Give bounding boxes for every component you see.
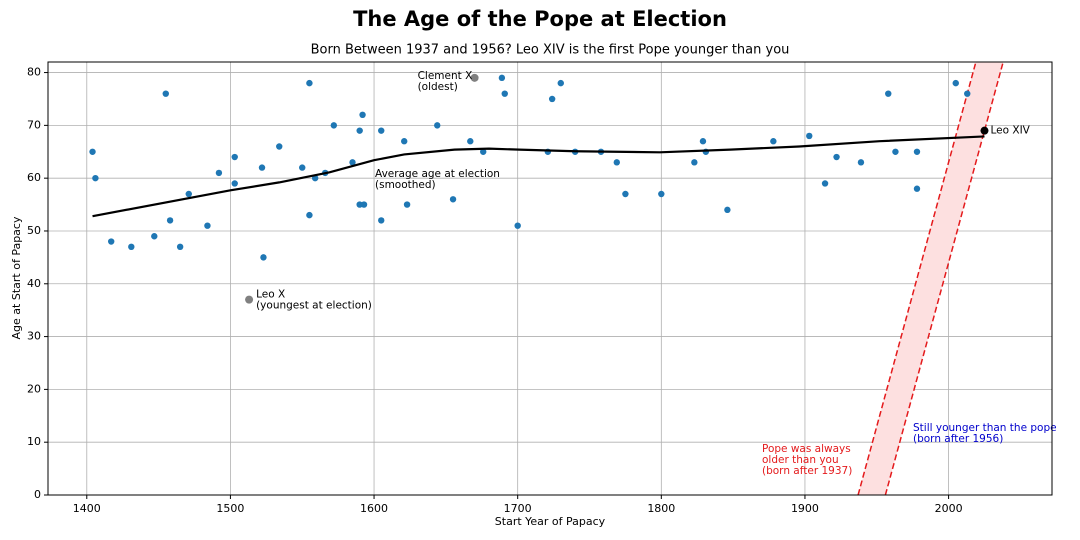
point xyxy=(92,174,99,182)
point xyxy=(806,132,813,140)
point xyxy=(356,127,363,134)
point xyxy=(449,196,457,203)
point xyxy=(260,254,267,261)
annotation: Clement X xyxy=(418,70,473,82)
y-tick-label: 30 xyxy=(27,330,41,343)
point xyxy=(151,233,158,240)
point xyxy=(622,190,629,198)
birth-line xyxy=(857,62,977,495)
point xyxy=(467,138,474,145)
point xyxy=(162,90,169,97)
point xyxy=(204,222,211,229)
point xyxy=(107,238,115,245)
point xyxy=(349,159,356,166)
point xyxy=(401,138,408,145)
x-tick-label: 1700 xyxy=(504,502,532,515)
x-axis-label: Start Year of Papacy xyxy=(495,515,606,528)
point xyxy=(964,90,971,97)
y-tick-label: 40 xyxy=(27,277,41,290)
point xyxy=(299,164,306,171)
point xyxy=(231,153,238,161)
annotation: (smoothed) xyxy=(375,179,436,191)
point xyxy=(770,138,777,145)
point xyxy=(378,217,385,224)
annotation: Still younger than the pope xyxy=(913,422,1057,434)
point xyxy=(276,143,283,150)
point xyxy=(378,127,385,134)
annotation: (youngest at election) xyxy=(256,300,372,312)
y-tick-label: 60 xyxy=(27,171,41,184)
y-tick-label: 10 xyxy=(27,435,41,448)
point xyxy=(306,211,313,219)
band xyxy=(858,62,1004,495)
point xyxy=(185,190,192,198)
point xyxy=(821,180,829,187)
chart-subtitle: Born Between 1937 and 1956? Leo XIV is t… xyxy=(311,43,790,58)
annotation: Average age at election xyxy=(375,168,500,180)
point xyxy=(557,79,564,87)
x-tick-label: 1900 xyxy=(791,502,819,515)
point xyxy=(480,148,487,155)
point xyxy=(403,201,411,208)
x-tick-label: 2000 xyxy=(935,502,963,515)
point xyxy=(833,153,840,161)
point xyxy=(724,206,731,214)
y-tick-label: 80 xyxy=(27,66,41,79)
point xyxy=(360,201,368,208)
point xyxy=(330,122,338,129)
highlight-point xyxy=(470,73,479,82)
point xyxy=(231,180,238,187)
point xyxy=(258,164,266,171)
point xyxy=(613,159,620,166)
y-tick-label: 50 xyxy=(27,224,41,237)
annotation: Leo XIV xyxy=(990,125,1030,137)
y-tick-label: 20 xyxy=(27,382,41,395)
point xyxy=(514,222,521,229)
highlight-point xyxy=(980,126,989,135)
point xyxy=(952,79,959,87)
point xyxy=(699,138,707,145)
point xyxy=(166,217,174,224)
y-axis-label: Age at Start of Papacy xyxy=(10,216,23,339)
annotation: Leo X xyxy=(256,289,285,301)
point xyxy=(306,79,313,87)
point xyxy=(434,122,441,129)
annotation: older than you xyxy=(762,454,839,466)
point xyxy=(128,243,135,251)
point xyxy=(913,185,921,192)
x-tick-label: 1600 xyxy=(360,502,388,515)
point xyxy=(691,159,698,166)
plot-area xyxy=(89,62,1004,495)
point xyxy=(885,90,892,97)
smoothed-line xyxy=(92,135,985,218)
highlight-point xyxy=(245,295,254,304)
point xyxy=(359,111,366,119)
point xyxy=(498,74,506,82)
point xyxy=(913,148,921,155)
plot-frame xyxy=(47,61,1053,496)
x-tick-label: 1800 xyxy=(647,502,675,515)
annotation: (oldest) xyxy=(418,81,458,93)
annotation: (born after 1956) xyxy=(913,433,1003,445)
annotation: Pope was always xyxy=(762,443,851,455)
point xyxy=(176,243,184,251)
point xyxy=(89,148,96,155)
point xyxy=(548,95,556,103)
point xyxy=(215,169,223,177)
chart-title: The Age of the Pope at Election xyxy=(353,7,727,31)
y-tick-label: 0 xyxy=(34,488,41,501)
x-tick-label: 1400 xyxy=(73,502,101,515)
annotation: (born after 1937) xyxy=(762,465,852,477)
x-tick-label: 1500 xyxy=(216,502,244,515)
point xyxy=(658,190,665,198)
point xyxy=(501,90,508,97)
point xyxy=(892,148,899,155)
point xyxy=(857,159,865,166)
y-tick-label: 70 xyxy=(27,118,41,131)
